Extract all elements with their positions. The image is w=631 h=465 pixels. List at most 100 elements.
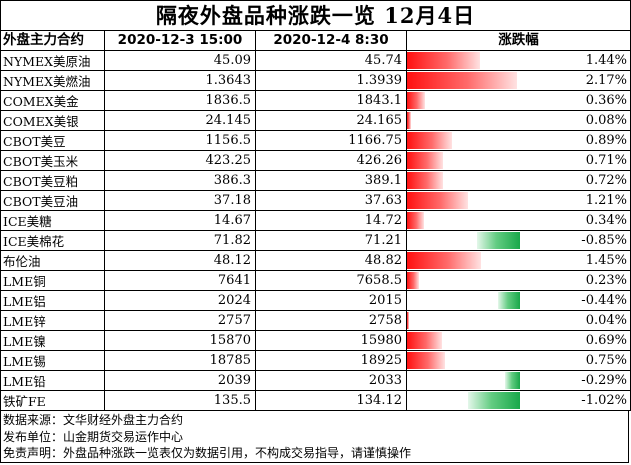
change-cell: 2.17% bbox=[406, 70, 631, 91]
footer-notes: 数据来源：文华财经外盘主力合约 发布单位：山金期货交易运作中心 免责声明：外盘品… bbox=[0, 411, 629, 463]
change-cell: 0.04% bbox=[406, 310, 631, 331]
change-cell: -0.29% bbox=[406, 370, 631, 391]
gain-bar bbox=[407, 52, 480, 69]
prev-price: 18785 bbox=[104, 350, 256, 371]
table-row: 铁矿FE 135.5 134.12 -1.02% bbox=[0, 390, 631, 411]
prev-price: 37.18 bbox=[104, 190, 256, 211]
curr-price: 71.21 bbox=[255, 230, 407, 251]
contract-name: NYMEX美原油 bbox=[0, 50, 105, 71]
prev-price: 1.3643 bbox=[104, 70, 256, 91]
change-value: -1.02% bbox=[581, 393, 627, 408]
change-cell: -0.44% bbox=[406, 290, 631, 311]
table-row: LME铜 7641 7658.5 0.23% bbox=[0, 270, 631, 291]
change-cell: 0.08% bbox=[406, 110, 631, 131]
change-value: 0.72% bbox=[585, 173, 627, 188]
curr-price: 1166.75 bbox=[255, 130, 407, 151]
curr-price: 45.74 bbox=[255, 50, 407, 71]
prev-price: 48.12 bbox=[104, 250, 256, 271]
contract-name: 布伦油 bbox=[0, 250, 105, 271]
curr-price: 389.1 bbox=[255, 170, 407, 191]
loss-bar bbox=[498, 292, 520, 309]
change-value: 1.44% bbox=[585, 53, 627, 68]
gain-bar bbox=[407, 212, 424, 229]
gain-bar bbox=[407, 132, 452, 149]
contract-name: COMEX美银 bbox=[0, 110, 105, 131]
table-row: CBOT美玉米 423.25 426.26 0.71% bbox=[0, 150, 631, 171]
contract-name: 铁矿FE bbox=[0, 390, 105, 411]
contract-name: LME铜 bbox=[0, 270, 105, 291]
table-row: LME锡 18785 18925 0.75% bbox=[0, 350, 631, 371]
prev-price: 7641 bbox=[104, 270, 256, 291]
change-value: 0.08% bbox=[585, 113, 627, 128]
contract-name: LME锡 bbox=[0, 350, 105, 371]
contract-name: COMEX美金 bbox=[0, 90, 105, 111]
contract-name: ICE美糖 bbox=[0, 210, 105, 231]
data-source-note: 数据来源：文华财经外盘主力合约 bbox=[3, 413, 184, 427]
table-row: LME镍 15870 15980 0.69% bbox=[0, 330, 631, 351]
gain-bar bbox=[407, 72, 517, 89]
prev-price: 14.67 bbox=[104, 210, 256, 231]
curr-price: 37.63 bbox=[255, 190, 407, 211]
change-cell: 1.44% bbox=[406, 50, 631, 71]
gain-bar bbox=[407, 332, 442, 349]
prev-price: 386.3 bbox=[104, 170, 256, 191]
prev-price: 423.25 bbox=[104, 150, 256, 171]
publisher-note: 发布单位：山金期货交易运作中心 bbox=[3, 429, 184, 444]
curr-price: 2758 bbox=[255, 310, 407, 331]
curr-price: 2015 bbox=[255, 290, 407, 311]
change-cell: 0.71% bbox=[406, 150, 631, 171]
change-value: 0.69% bbox=[585, 333, 627, 348]
change-value: 0.75% bbox=[585, 353, 627, 368]
table-row: ICE美糖 14.67 14.72 0.34% bbox=[0, 210, 631, 231]
table-row: LME铅 2039 2033 -0.29% bbox=[0, 370, 631, 391]
change-value: 2.17% bbox=[585, 73, 627, 88]
prev-price: 45.09 bbox=[104, 50, 256, 71]
gain-bar bbox=[407, 312, 409, 329]
prev-price: 2024 bbox=[104, 290, 256, 311]
header-contract: 外盘主力合约 bbox=[0, 30, 105, 51]
prev-price: 2039 bbox=[104, 370, 256, 391]
curr-price: 1843.1 bbox=[255, 90, 407, 111]
price-change-table: 外盘主力合约 2020-12-3 15:00 2020-12-4 8:30 涨跌… bbox=[0, 30, 631, 411]
prev-price: 15870 bbox=[104, 330, 256, 351]
change-cell: -0.85% bbox=[406, 230, 631, 251]
change-cell: -1.02% bbox=[406, 390, 631, 411]
contract-name: CBOT美豆粕 bbox=[0, 170, 105, 191]
table-row: COMEX美银 24.145 24.165 0.08% bbox=[0, 110, 631, 131]
change-cell: 0.69% bbox=[406, 330, 631, 351]
header-prev-time: 2020-12-3 15:00 bbox=[104, 30, 256, 51]
change-value: -0.85% bbox=[581, 233, 627, 248]
loss-bar bbox=[505, 372, 520, 389]
gain-bar bbox=[407, 352, 445, 369]
gain-bar bbox=[407, 192, 468, 209]
curr-price: 18925 bbox=[255, 350, 407, 371]
curr-price: 134.12 bbox=[255, 390, 407, 411]
table-row: LME锌 2757 2758 0.04% bbox=[0, 310, 631, 331]
table-row: NYMEX美燃油 1.3643 1.3939 2.17% bbox=[0, 70, 631, 91]
curr-price: 2033 bbox=[255, 370, 407, 391]
gain-bar bbox=[407, 252, 481, 269]
table-row: COMEX美金 1836.5 1843.1 0.36% bbox=[0, 90, 631, 111]
gain-bar bbox=[407, 172, 443, 189]
change-cell: 0.34% bbox=[406, 210, 631, 231]
change-value: 0.71% bbox=[585, 153, 627, 168]
curr-price: 7658.5 bbox=[255, 270, 407, 291]
gain-bar bbox=[407, 112, 411, 129]
change-value: 0.23% bbox=[585, 273, 627, 288]
contract-name: LME锌 bbox=[0, 310, 105, 331]
contract-name: NYMEX美燃油 bbox=[0, 70, 105, 91]
contract-name: LME镍 bbox=[0, 330, 105, 351]
curr-price: 426.26 bbox=[255, 150, 407, 171]
prev-price: 1156.5 bbox=[104, 130, 256, 151]
change-cell: 0.23% bbox=[406, 270, 631, 291]
table-row: LME铝 2024 2015 -0.44% bbox=[0, 290, 631, 311]
table-row: NYMEX美原油 45.09 45.74 1.44% bbox=[0, 50, 631, 71]
prev-price: 24.145 bbox=[104, 110, 256, 131]
contract-name: LME铅 bbox=[0, 370, 105, 391]
change-cell: 0.75% bbox=[406, 350, 631, 371]
gain-bar bbox=[407, 272, 419, 289]
prev-price: 1836.5 bbox=[104, 90, 256, 111]
change-value: 0.04% bbox=[585, 313, 627, 328]
contract-name: CBOT美豆 bbox=[0, 130, 105, 151]
